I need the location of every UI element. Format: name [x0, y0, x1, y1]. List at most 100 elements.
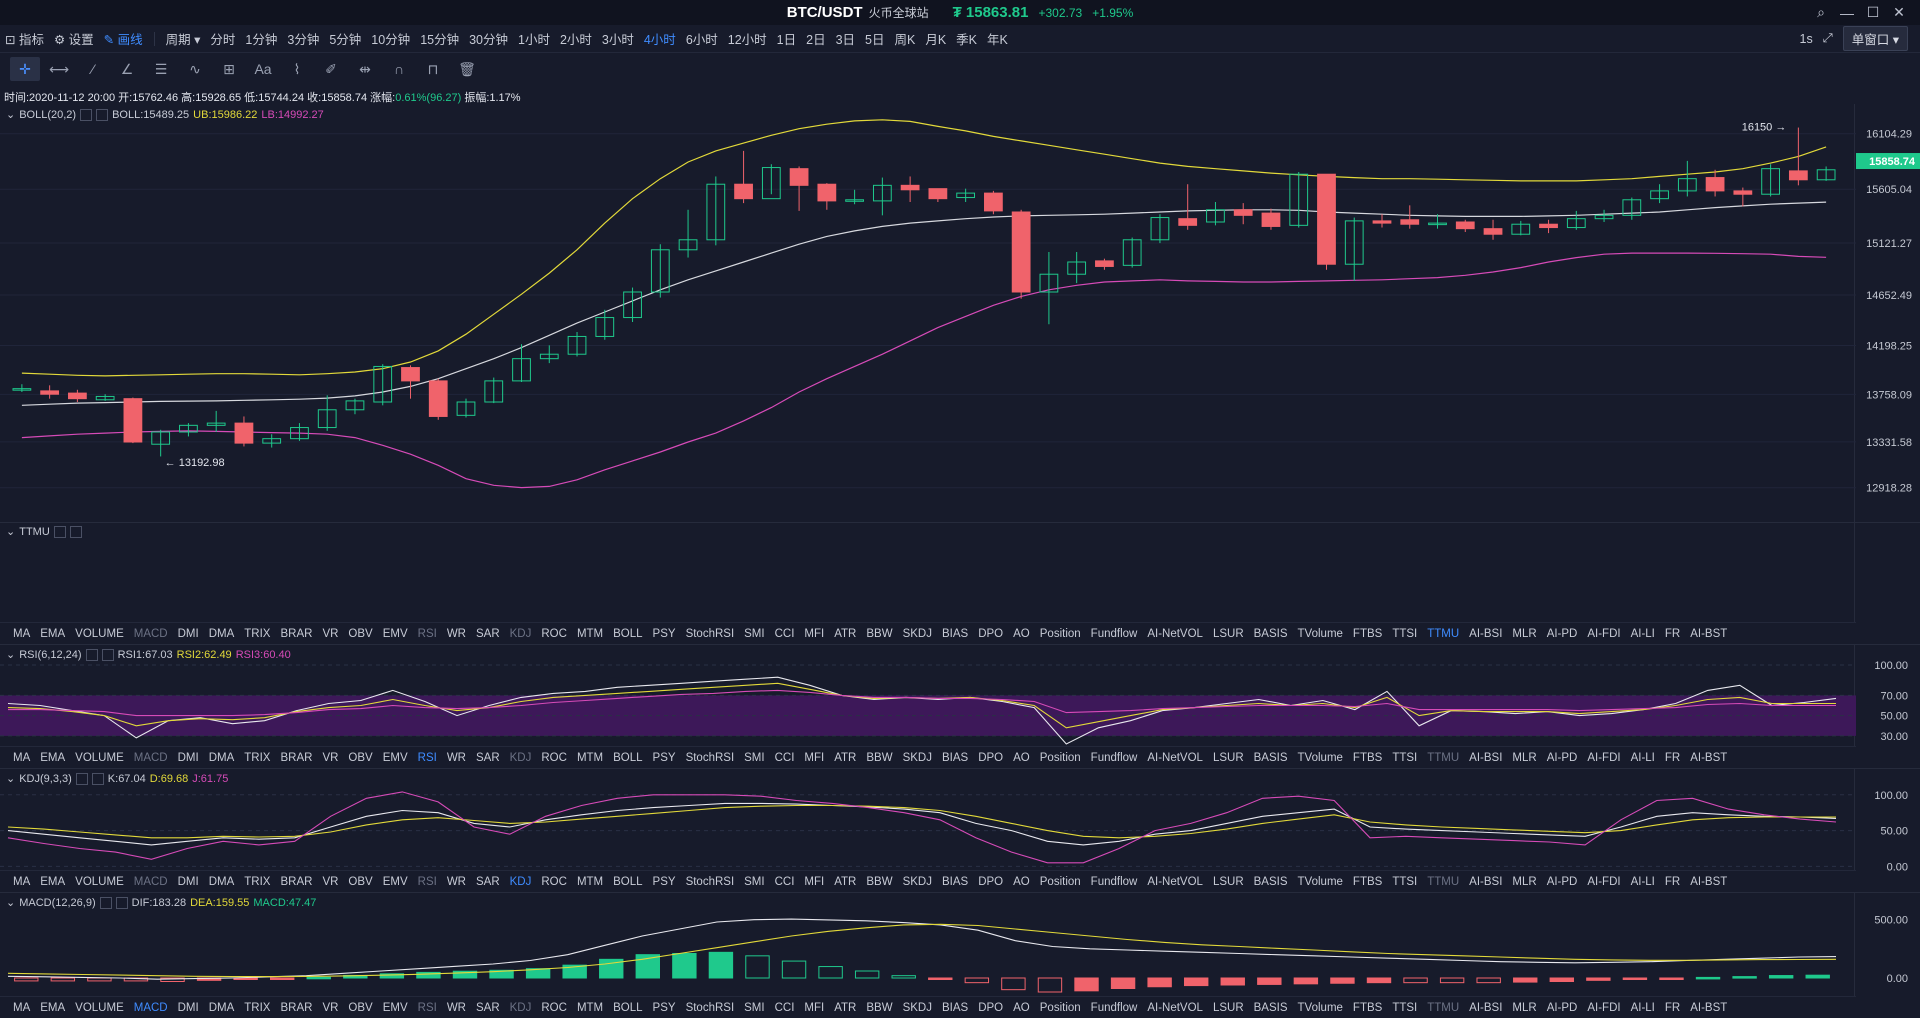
- indicator-obv[interactable]: OBV: [348, 1001, 373, 1014]
- indicator-sar[interactable]: SAR: [475, 875, 500, 888]
- indicator-ttsi[interactable]: TTSI: [1392, 875, 1418, 888]
- indicator-dma[interactable]: DMA: [208, 751, 235, 764]
- indicator-emv[interactable]: EMV: [382, 627, 408, 640]
- indicator-ai-bsi[interactable]: AI-BSI: [1469, 751, 1503, 764]
- indicator-ai-bsi[interactable]: AI-BSI: [1469, 627, 1503, 640]
- indicator-roc[interactable]: ROC: [541, 751, 567, 764]
- indicator-kdj[interactable]: KDJ: [509, 751, 532, 764]
- indicator-mtm[interactable]: MTM: [576, 627, 604, 640]
- indicator-psy[interactable]: PSY: [652, 875, 676, 888]
- period-16[interactable]: 5日: [865, 33, 885, 47]
- period-15[interactable]: 3日: [835, 33, 856, 47]
- indicator-fundflow[interactable]: Fundflow: [1090, 1001, 1138, 1014]
- indicator-fr[interactable]: FR: [1664, 751, 1681, 764]
- indicator-ftbs[interactable]: FTBS: [1352, 1001, 1383, 1014]
- indicator-sar[interactable]: SAR: [475, 1001, 500, 1014]
- indicator-mlr[interactable]: MLR: [1512, 1001, 1537, 1014]
- indicator-rsi[interactable]: RSI: [417, 1001, 437, 1014]
- period-1[interactable]: 1分钟: [245, 33, 278, 47]
- interval-label[interactable]: 1s: [1799, 31, 1813, 46]
- indicator-rsi[interactable]: RSI: [417, 751, 437, 764]
- indicator-dma[interactable]: DMA: [208, 627, 235, 640]
- indicator-mlr[interactable]: MLR: [1512, 751, 1537, 764]
- indicator-skdj[interactable]: SKDJ: [902, 1001, 932, 1014]
- indicator-mfi[interactable]: MFI: [804, 751, 825, 764]
- close-icon[interactable]: [101, 648, 114, 661]
- indicator-sar[interactable]: SAR: [475, 751, 500, 764]
- indicator-ai-fdi[interactable]: AI-FDI: [1587, 751, 1621, 764]
- indicator-mfi[interactable]: MFI: [804, 1001, 825, 1014]
- close-icon[interactable]: [115, 896, 128, 909]
- indicator-roc[interactable]: ROC: [541, 627, 567, 640]
- indicator-kdj[interactable]: KDJ: [509, 1001, 532, 1014]
- indicator-ai-pd[interactable]: AI-PD: [1546, 627, 1578, 640]
- indicator-volume[interactable]: VOLUME: [75, 751, 124, 764]
- indicator-emv[interactable]: EMV: [382, 751, 408, 764]
- indicator-mfi[interactable]: MFI: [804, 627, 825, 640]
- indicator-fundflow[interactable]: Fundflow: [1090, 875, 1138, 888]
- indicator-position[interactable]: Position: [1039, 1001, 1081, 1014]
- period-13[interactable]: 1日: [776, 33, 797, 47]
- indicator-mlr[interactable]: MLR: [1512, 627, 1537, 640]
- indicator-bbw[interactable]: BBW: [866, 1001, 893, 1014]
- close-icon[interactable]: [91, 772, 104, 785]
- search-icon[interactable]: ⌕: [1817, 4, 1825, 20]
- indicator-fr[interactable]: FR: [1664, 875, 1681, 888]
- indicator-boll[interactable]: BOLL: [613, 1001, 643, 1014]
- indicator-ttmu[interactable]: TTMU: [1427, 875, 1460, 888]
- indicator-dmi[interactable]: DMI: [177, 1001, 199, 1014]
- indicator-smi[interactable]: SMI: [744, 1001, 765, 1014]
- indicator-rsi[interactable]: RSI: [417, 627, 437, 640]
- eye-icon[interactable]: [53, 525, 66, 538]
- indicator-wr[interactable]: WR: [446, 1001, 466, 1014]
- indicator-ai-bst[interactable]: AI-BST: [1690, 1001, 1728, 1014]
- angle-icon[interactable]: ∠: [120, 60, 134, 77]
- indicator-position[interactable]: Position: [1039, 875, 1081, 888]
- indicator-brar[interactable]: BRAR: [280, 751, 313, 764]
- indicator-dmi[interactable]: DMI: [177, 627, 199, 640]
- indicator-ftbs[interactable]: FTBS: [1352, 875, 1383, 888]
- indicator-ai-bst[interactable]: AI-BST: [1690, 875, 1728, 888]
- indicator-ai-fdi[interactable]: AI-FDI: [1587, 875, 1621, 888]
- price-axis[interactable]: [1854, 104, 1920, 522]
- indicator-dmi[interactable]: DMI: [177, 751, 199, 764]
- indicator-obv[interactable]: OBV: [348, 875, 373, 888]
- indicator-dma[interactable]: DMA: [208, 875, 235, 888]
- indicator-ao[interactable]: AO: [1013, 751, 1030, 764]
- period-20[interactable]: 年K: [987, 33, 1008, 47]
- indicator-ai-netvol[interactable]: AI-NetVOL: [1147, 627, 1203, 640]
- close-icon[interactable]: [69, 525, 82, 538]
- indicator-bias[interactable]: BIAS: [941, 875, 969, 888]
- indicator-bias[interactable]: BIAS: [941, 1001, 969, 1014]
- indicator-ema[interactable]: EMA: [40, 627, 66, 640]
- measure-icon[interactable]: ⇹: [359, 60, 371, 77]
- indicator-ma[interactable]: MA: [13, 1001, 31, 1014]
- magnet-icon[interactable]: ∩: [393, 61, 405, 77]
- fullscreen-icon[interactable]: ⤢: [1822, 31, 1833, 45]
- indicator-trix[interactable]: TRIX: [244, 875, 271, 888]
- indicator-cci[interactable]: CCI: [774, 627, 795, 640]
- indicator-trix[interactable]: TRIX: [244, 627, 271, 640]
- indicator-volume[interactable]: VOLUME: [75, 627, 124, 640]
- indicator-smi[interactable]: SMI: [744, 751, 765, 764]
- indicator-ai-pd[interactable]: AI-PD: [1546, 751, 1578, 764]
- indicator-brar[interactable]: BRAR: [280, 1001, 313, 1014]
- indicator-ai-netvol[interactable]: AI-NetVOL: [1147, 875, 1203, 888]
- indicator-basis[interactable]: BASIS: [1253, 627, 1288, 640]
- period-6[interactable]: 30分钟: [469, 33, 508, 47]
- indicator-roc[interactable]: ROC: [541, 875, 567, 888]
- eye-icon[interactable]: [99, 896, 112, 909]
- indicator-dpo[interactable]: DPO: [978, 875, 1004, 888]
- trend-line-icon[interactable]: ⁄: [91, 61, 95, 77]
- indicator-ao[interactable]: AO: [1013, 1001, 1030, 1014]
- period-10[interactable]: 4小时: [643, 33, 676, 47]
- indicator-atr[interactable]: ATR: [834, 751, 857, 764]
- fib-icon[interactable]: ⌇: [293, 60, 301, 77]
- period-18[interactable]: 月K: [925, 33, 947, 47]
- indicator-bias[interactable]: BIAS: [941, 751, 969, 764]
- indicator-ai-bst[interactable]: AI-BST: [1690, 627, 1728, 640]
- indicator-macd[interactable]: MACD: [133, 1001, 168, 1014]
- indicator-tvolume[interactable]: TVolume: [1297, 751, 1343, 764]
- main-chart-panel[interactable]: ⌄ BOLL(20,2) BOLL:15489.25 UB:15986.22 L…: [0, 104, 1920, 522]
- indicator-brar[interactable]: BRAR: [280, 627, 313, 640]
